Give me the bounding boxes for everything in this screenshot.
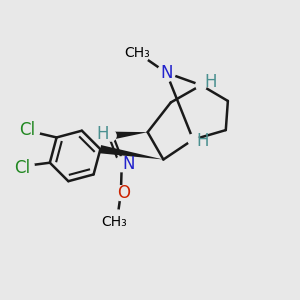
Circle shape bbox=[132, 46, 149, 63]
Circle shape bbox=[113, 186, 128, 200]
Text: Cl: Cl bbox=[20, 121, 36, 139]
Circle shape bbox=[29, 127, 39, 137]
Text: H: H bbox=[204, 73, 217, 91]
Text: H: H bbox=[96, 125, 109, 143]
Text: CH₃: CH₃ bbox=[124, 46, 150, 59]
Text: O: O bbox=[117, 184, 130, 202]
Text: Cl: Cl bbox=[14, 159, 30, 177]
Circle shape bbox=[105, 130, 116, 141]
Polygon shape bbox=[110, 132, 148, 140]
Text: CH₃: CH₃ bbox=[101, 215, 127, 229]
Polygon shape bbox=[100, 145, 164, 160]
Circle shape bbox=[188, 134, 198, 145]
Circle shape bbox=[23, 160, 34, 171]
Circle shape bbox=[158, 64, 175, 82]
Circle shape bbox=[114, 157, 129, 172]
Circle shape bbox=[109, 210, 126, 227]
Circle shape bbox=[196, 80, 206, 91]
Text: N: N bbox=[160, 64, 172, 82]
Text: N: N bbox=[122, 155, 135, 173]
Text: H: H bbox=[196, 132, 209, 150]
